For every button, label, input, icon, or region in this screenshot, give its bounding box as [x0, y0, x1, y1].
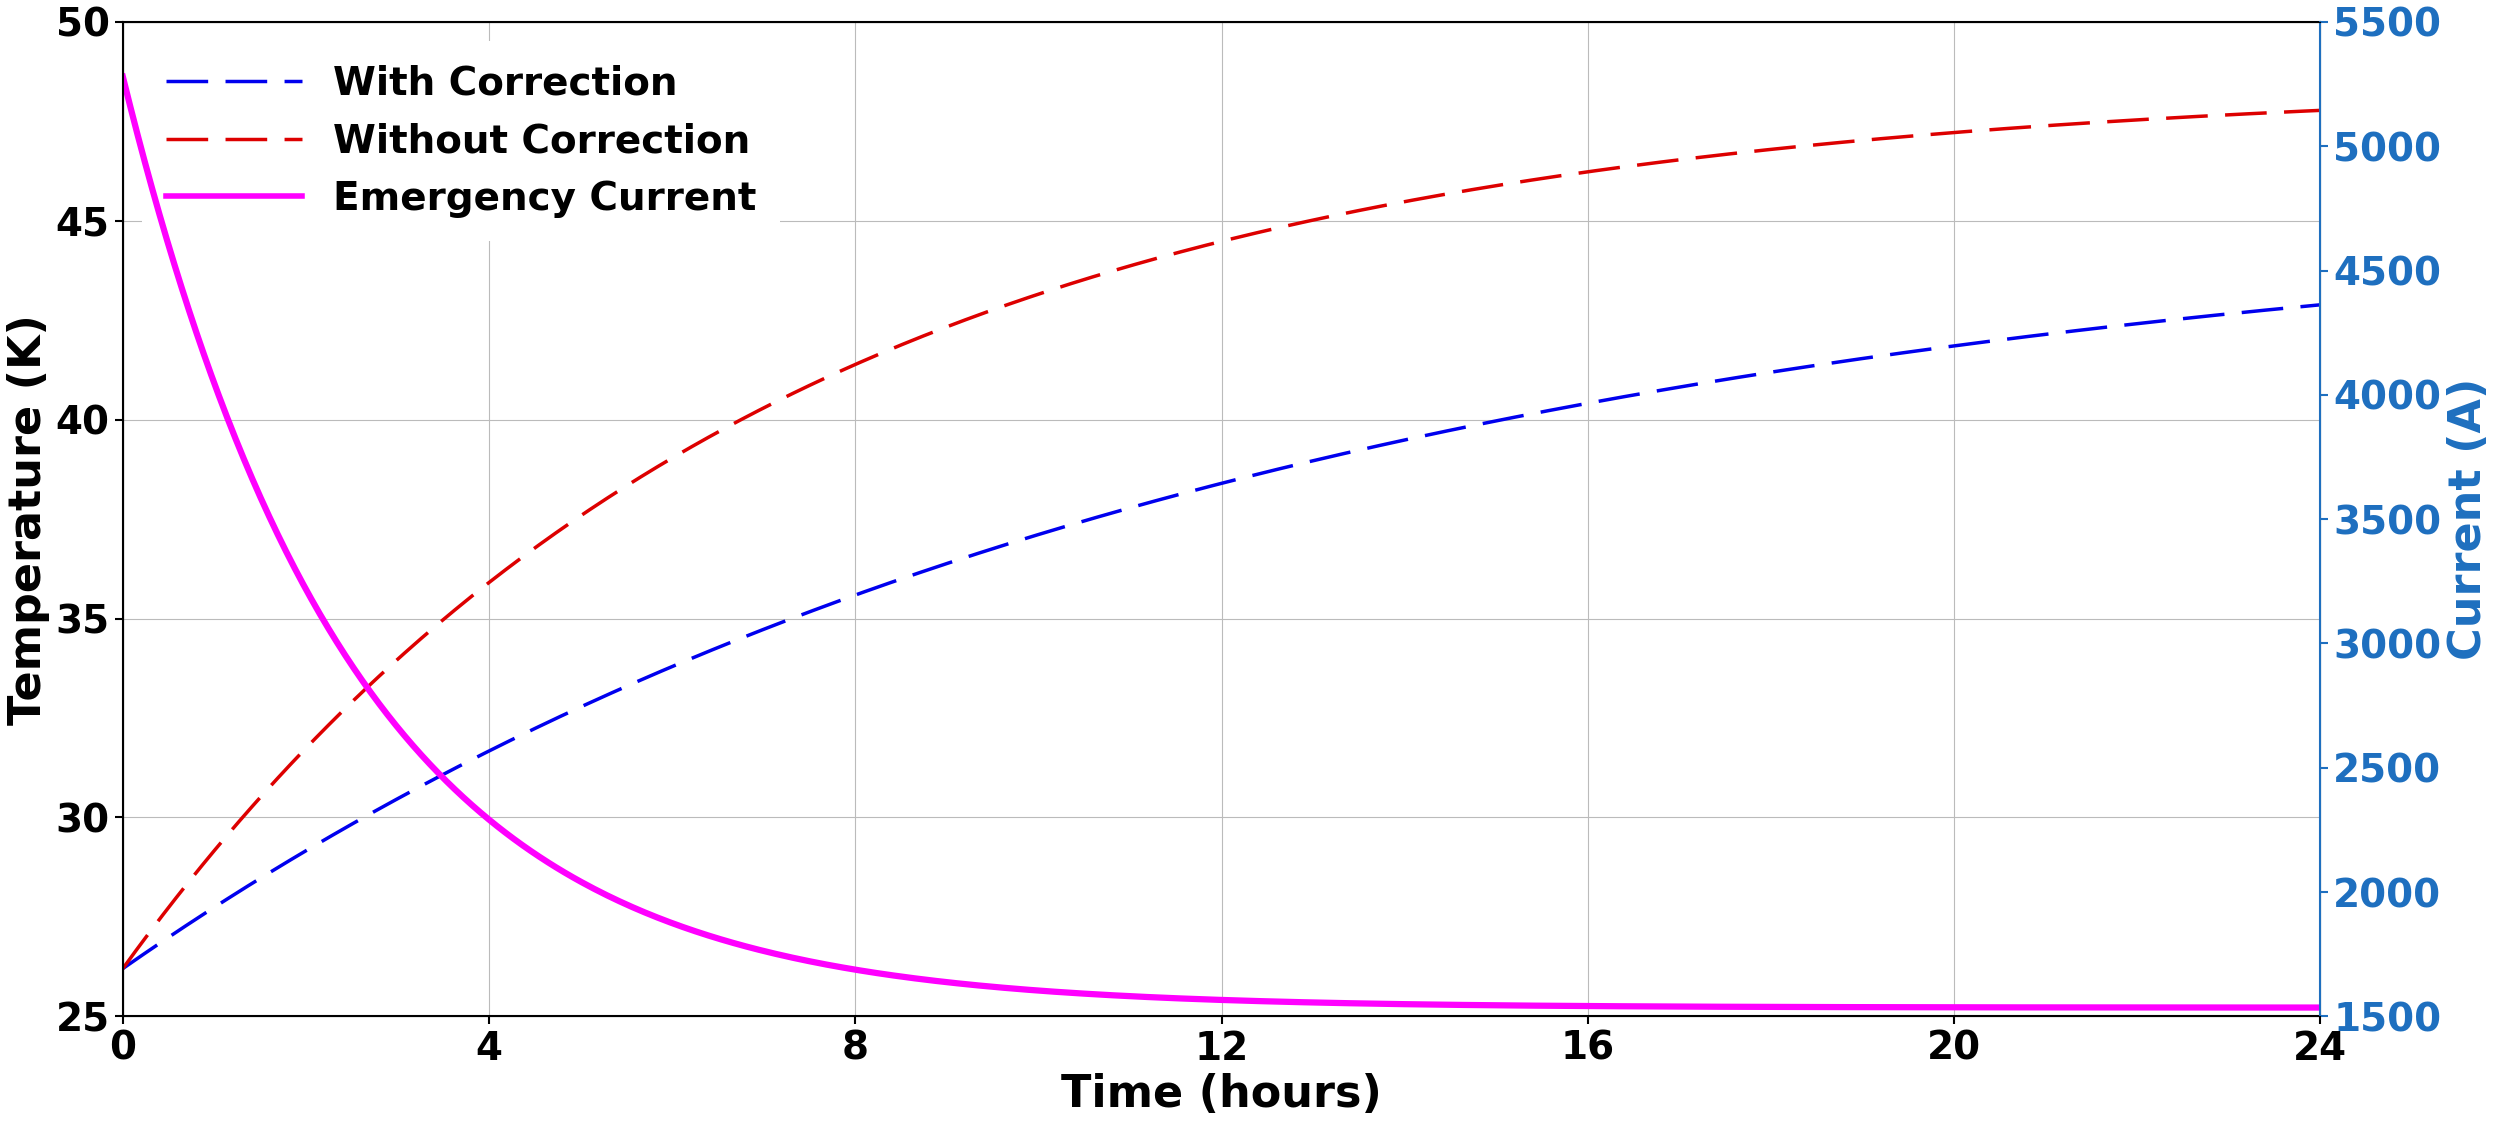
Emergency Current — [1705, 999, 1735, 1013]
Without Correction — [2145, 112, 2175, 126]
Emergency Current — [2145, 1001, 2175, 1014]
With Correction — [107, 961, 137, 975]
With Correction — [2305, 298, 2335, 311]
Y-axis label: Temperature (K): Temperature (K) — [7, 313, 50, 724]
With Correction — [2145, 314, 2175, 328]
Without Correction — [402, 636, 432, 649]
With Correction — [130, 946, 160, 959]
Without Correction — [2305, 103, 2335, 117]
Emergency Current — [402, 743, 432, 757]
Line: With Correction: With Correction — [122, 304, 2320, 968]
Without Correction — [145, 913, 175, 926]
Emergency Current — [130, 159, 160, 173]
With Correction — [1705, 374, 1735, 387]
Line: Without Correction: Without Correction — [122, 110, 2320, 968]
Line: Emergency Current: Emergency Current — [122, 76, 2320, 1007]
Without Correction — [1705, 148, 1735, 162]
Emergency Current — [145, 207, 175, 220]
Y-axis label: Current (A): Current (A) — [2447, 378, 2490, 660]
Emergency Current — [2305, 1001, 2335, 1014]
Legend: With Correction, Without Correction, Emergency Current: With Correction, Without Correction, Eme… — [142, 42, 779, 241]
X-axis label: Time (hours): Time (hours) — [1061, 1074, 1381, 1116]
With Correction — [145, 937, 175, 950]
With Correction — [402, 782, 432, 795]
With Correction — [946, 553, 976, 566]
Without Correction — [946, 314, 976, 328]
Emergency Current — [946, 977, 976, 990]
Without Correction — [130, 931, 160, 944]
Without Correction — [107, 961, 137, 975]
Emergency Current — [107, 70, 137, 83]
